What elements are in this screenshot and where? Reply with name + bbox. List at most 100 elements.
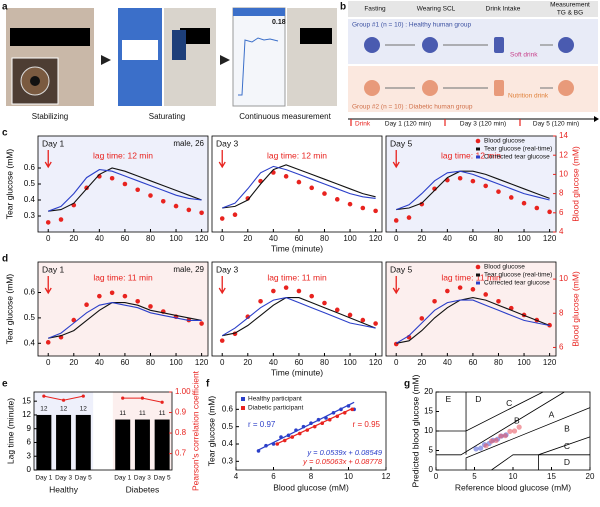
zone-label: C bbox=[564, 441, 570, 451]
zone-boundary bbox=[436, 391, 565, 456]
blood-glucose-point bbox=[470, 178, 476, 184]
value-label: 12 bbox=[60, 406, 68, 413]
y-tick-label: 8 bbox=[559, 308, 564, 317]
lag-annotation: lag time: 12 min bbox=[441, 150, 501, 160]
zone-boundary bbox=[465, 407, 591, 470]
y-tick-label: 0.4 bbox=[24, 195, 36, 204]
legend-marker bbox=[476, 147, 480, 151]
x-tick-label: 20 bbox=[69, 234, 78, 243]
screen-header bbox=[233, 8, 285, 16]
bar bbox=[56, 414, 72, 470]
photo bbox=[164, 8, 216, 106]
y-tick-label: 10 bbox=[559, 170, 568, 179]
blood-glucose-point bbox=[58, 217, 64, 222]
y-tick-label: 0.6 bbox=[222, 404, 234, 413]
drink-label: Soft drink bbox=[510, 52, 538, 59]
step: Wearing SCL bbox=[417, 6, 456, 13]
fit-equation: y = 0.05063x + 0.08778 bbox=[302, 457, 383, 466]
drink-label: Nutrition drink bbox=[508, 93, 549, 100]
lag-annotation: lag time: 11 min bbox=[267, 272, 327, 282]
drink-arrow bbox=[392, 276, 400, 295]
blood-glucose-point bbox=[296, 288, 302, 294]
lag-annotation: lag time: 12 min bbox=[93, 150, 153, 160]
x-tick-label: 40 bbox=[443, 234, 452, 243]
blood-glucose-point bbox=[97, 293, 102, 299]
blood-glucose-point bbox=[347, 201, 353, 207]
blood-glucose-point bbox=[432, 299, 437, 304]
legend-label: Corrected tear glucose bbox=[484, 280, 550, 287]
x-tick-label: Day 3 bbox=[134, 475, 151, 482]
x-tick-label: 0 bbox=[220, 358, 225, 367]
x-tick-label: 100 bbox=[169, 358, 183, 367]
blood-glucose-point bbox=[547, 209, 552, 215]
photo bbox=[287, 8, 337, 106]
day-label: Day 1 bbox=[42, 264, 64, 274]
y-tick-label: 0.3 bbox=[222, 456, 234, 465]
legend-marker bbox=[241, 397, 245, 401]
lag-annotation: lag time: 12 min bbox=[267, 150, 327, 160]
prediction-point bbox=[488, 438, 495, 444]
subject-label: male, 29 bbox=[173, 265, 204, 274]
legend-label: Tear glucose (real-time) bbox=[484, 272, 552, 279]
group-label: Diabetes bbox=[126, 484, 160, 494]
blood-glucose-point bbox=[496, 189, 501, 194]
axis-label: Predicted blood glucose (mM) bbox=[410, 374, 420, 487]
prediction-point bbox=[478, 445, 484, 451]
prediction-point bbox=[483, 443, 489, 449]
panel-b: Fasting Wearing SCL Drink Intake Measure… bbox=[348, 1, 599, 128]
prediction-point bbox=[511, 428, 518, 434]
y-tick-label: 12 bbox=[22, 410, 31, 419]
blood-glucose-point bbox=[122, 181, 128, 187]
axis-label: Blood glucose (mM) bbox=[570, 146, 580, 222]
x-tick-label: 120 bbox=[543, 234, 557, 243]
day-label: Day 5 bbox=[390, 138, 412, 148]
panel-letter: f bbox=[206, 379, 210, 390]
drink-arrow bbox=[218, 150, 226, 169]
phone bbox=[172, 30, 186, 60]
x-tick-label: 100 bbox=[169, 234, 183, 243]
tear-glucose-line bbox=[396, 170, 550, 211]
x-tick-label: 100 bbox=[343, 234, 357, 243]
y-tick-label: 0.3 bbox=[24, 211, 36, 220]
panel-letter: a bbox=[2, 2, 8, 13]
panel-a: 0.18 Stabilizing Saturating Continuous m… bbox=[6, 7, 337, 121]
tear-glucose-line bbox=[222, 164, 376, 209]
blood-glucose-point bbox=[109, 290, 115, 296]
redaction bbox=[180, 28, 210, 44]
day-label: Day 5 bbox=[390, 264, 412, 274]
prediction-point bbox=[502, 433, 508, 439]
y-tick-label: 0.6 bbox=[24, 163, 36, 172]
blood-glucose-point bbox=[45, 340, 51, 345]
x-tick-label: 80 bbox=[146, 234, 155, 243]
prediction-point bbox=[498, 433, 504, 439]
x-tick-label: 60 bbox=[468, 358, 477, 367]
timeline-label: Day 1 (120 min) bbox=[385, 121, 431, 128]
x-tick-label: 60 bbox=[120, 234, 129, 243]
redaction bbox=[10, 28, 90, 46]
zone-label: D bbox=[564, 457, 570, 467]
tear-glucose-line bbox=[396, 170, 550, 211]
step: Fasting bbox=[364, 6, 386, 13]
panel-letter: c bbox=[2, 128, 8, 139]
axis-label: Pearson's correlation coefficient bbox=[190, 370, 200, 491]
zone-label: E bbox=[445, 394, 451, 404]
blood-glucose-point bbox=[84, 185, 89, 191]
tear-glucose-line bbox=[48, 167, 202, 212]
blood-glucose-point bbox=[483, 292, 488, 297]
legend-marker bbox=[475, 138, 481, 144]
blood-glucose-point bbox=[419, 201, 425, 207]
blood-glucose-point bbox=[258, 299, 263, 304]
y-tick-label: 6 bbox=[559, 208, 564, 217]
x-axis-label: Time (minute) bbox=[271, 243, 323, 253]
x-tick-label: 20 bbox=[243, 358, 252, 367]
blood-glucose-point bbox=[360, 205, 366, 211]
bar bbox=[134, 419, 150, 470]
x-tick-label: 40 bbox=[95, 358, 104, 367]
screen-card bbox=[122, 40, 158, 60]
blood-glucose-point bbox=[271, 288, 276, 294]
x-tick-label: 100 bbox=[517, 234, 531, 243]
x-tick-label: 0 bbox=[46, 234, 51, 243]
zone-boundary bbox=[491, 436, 591, 471]
y-tick-label: 4 bbox=[559, 227, 564, 236]
bar bbox=[154, 419, 170, 470]
